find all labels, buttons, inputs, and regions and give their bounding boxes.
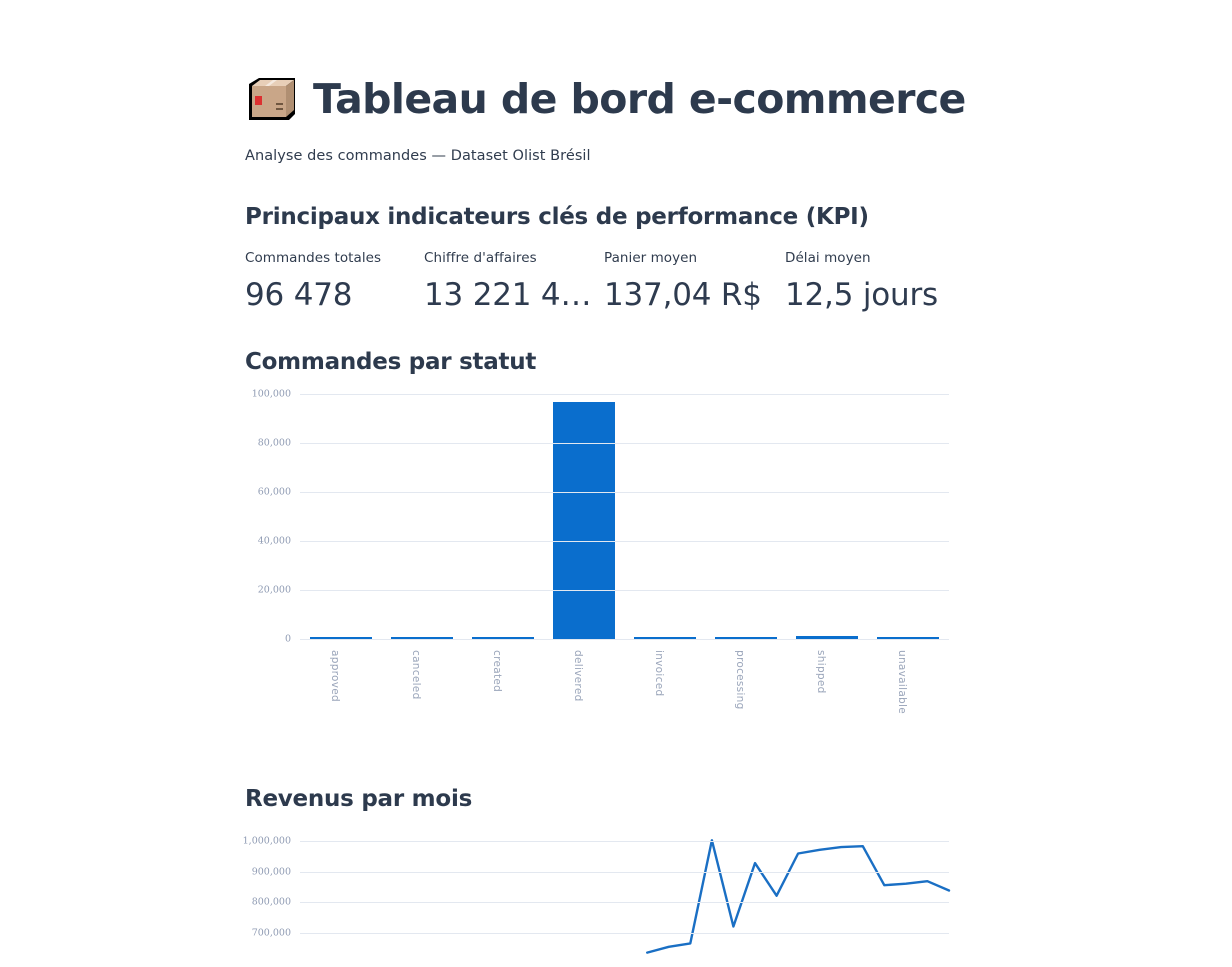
revenue-chart-title: Revenus par mois [245, 785, 473, 812]
kpi-label: Commandes totales [245, 250, 382, 266]
bar-series [300, 394, 949, 639]
y-axis-tick-label: 0 [284, 633, 291, 645]
x-axis-tick-label: approved [328, 649, 341, 702]
bar-slot[interactable] [787, 394, 868, 639]
gridline [300, 871, 949, 873]
orders-by-status-chart: 0 20,000 40,000 60,000 80,000 100,000 approve… [245, 388, 960, 749]
gridline [300, 491, 949, 493]
bar[interactable] [309, 637, 372, 639]
bar-slot[interactable] [462, 394, 543, 639]
kpi-label: Panier moyen [604, 250, 698, 266]
x-axis-label-slot: approved [300, 646, 381, 746]
gridline [300, 840, 949, 842]
x-axis-label-slot: canceled [381, 646, 462, 746]
page-title: Tableau de bord e-commerce [313, 74, 966, 123]
bar[interactable] [796, 635, 859, 639]
x-axis-label-slot: delivered [543, 646, 624, 746]
bar-slot[interactable] [706, 394, 787, 639]
y-axis-tick-label: 20,000 [257, 584, 291, 596]
gridline [300, 902, 949, 904]
x-axis-tick-label: delivered [571, 649, 584, 702]
x-axis-label-slot: invoiced [625, 646, 706, 746]
kpi-card-commandes-totales: Commandes totales 96 478 [245, 250, 424, 312]
x-axis-tick-label: created [490, 649, 503, 692]
x-axis-tick-label: processing [734, 649, 747, 710]
revenue-line-path [300, 832, 949, 952]
x-axis-tick-label: canceled [409, 649, 422, 700]
kpi-label: Délai moyen [785, 250, 871, 266]
kpi-row: Commandes totales 96 478 Chiffre d'affai… [245, 250, 1205, 312]
bar-slot[interactable] [381, 394, 462, 639]
bar-slot[interactable] [868, 394, 949, 639]
y-axis-tick-label: 100,000 [251, 388, 291, 400]
gridline [300, 540, 949, 542]
x-axis-label-slot: unavailable [868, 646, 949, 746]
y-axis-tick-label: 1,000,000 [242, 835, 291, 847]
kpi-value: 12,5 jours [785, 279, 939, 312]
bar-chart-plot-area: 0 20,000 40,000 60,000 80,000 100,000 [252, 388, 949, 644]
kpi-card-panier-moyen: Panier moyen 137,04 R$ [604, 250, 785, 312]
package-box-icon [245, 72, 299, 126]
kpi-section-title: Principaux indicateurs clés de performan… [245, 204, 869, 230]
status-chart-title: Commandes par statut [245, 348, 537, 375]
gridline [300, 589, 949, 591]
bar[interactable] [552, 402, 615, 639]
x-axis-tick-label: unavailable [896, 649, 909, 714]
x-axis-tick-label: shipped [815, 649, 828, 694]
kpi-value: 96 478 [245, 279, 353, 312]
line-chart-plot-area: 700,000 800,000 900,000 1,000,000 [243, 832, 949, 952]
y-axis-tick-label: 900,000 [251, 866, 291, 878]
kpi-label: Chiffre d'affaires [424, 250, 537, 266]
bar-slot[interactable] [300, 394, 381, 639]
dashboard-page: Tableau de bord e-commerce Analyse des c… [243, 0, 1205, 967]
kpi-card-chiffre-d-affaires: Chiffre d'affaires 13 221 4… [424, 250, 604, 312]
bar[interactable] [715, 637, 778, 639]
bar[interactable] [390, 637, 453, 639]
x-axis-label-slot: processing [706, 646, 787, 746]
bar-slot[interactable] [543, 394, 624, 639]
bar-slot[interactable] [625, 394, 706, 639]
kpi-value: 137,04 R$ [604, 279, 762, 312]
bar-chart-x-axis: approved canceled created delivered invoiced… [300, 646, 949, 746]
bar[interactable] [877, 637, 940, 639]
kpi-value: 13 221 4… [424, 279, 592, 312]
x-axis-tick-label: invoiced [653, 649, 666, 696]
x-axis-label-slot: shipped [787, 646, 868, 746]
gridline [300, 393, 949, 395]
bar[interactable] [634, 637, 697, 639]
gridline [300, 638, 949, 640]
y-axis-tick-label: 800,000 [251, 896, 291, 908]
x-axis-label-slot: created [462, 646, 543, 746]
page-subtitle: Analyse des commandes — Dataset Olist Br… [245, 148, 591, 164]
y-axis-tick-label: 80,000 [257, 437, 291, 449]
bar[interactable] [471, 637, 534, 639]
kpi-card-delai-moyen: Délai moyen 12,5 jours [785, 250, 985, 312]
gridline [300, 933, 949, 935]
revenue-by-month-chart: 700,000 800,000 900,000 1,000,000 [243, 832, 960, 967]
y-axis-tick-label: 60,000 [257, 486, 291, 498]
gridline [300, 442, 949, 444]
page-header: Tableau de bord e-commerce [245, 0, 1205, 126]
y-axis-tick-label: 40,000 [257, 535, 291, 547]
y-axis-tick-label: 700,000 [251, 927, 291, 939]
